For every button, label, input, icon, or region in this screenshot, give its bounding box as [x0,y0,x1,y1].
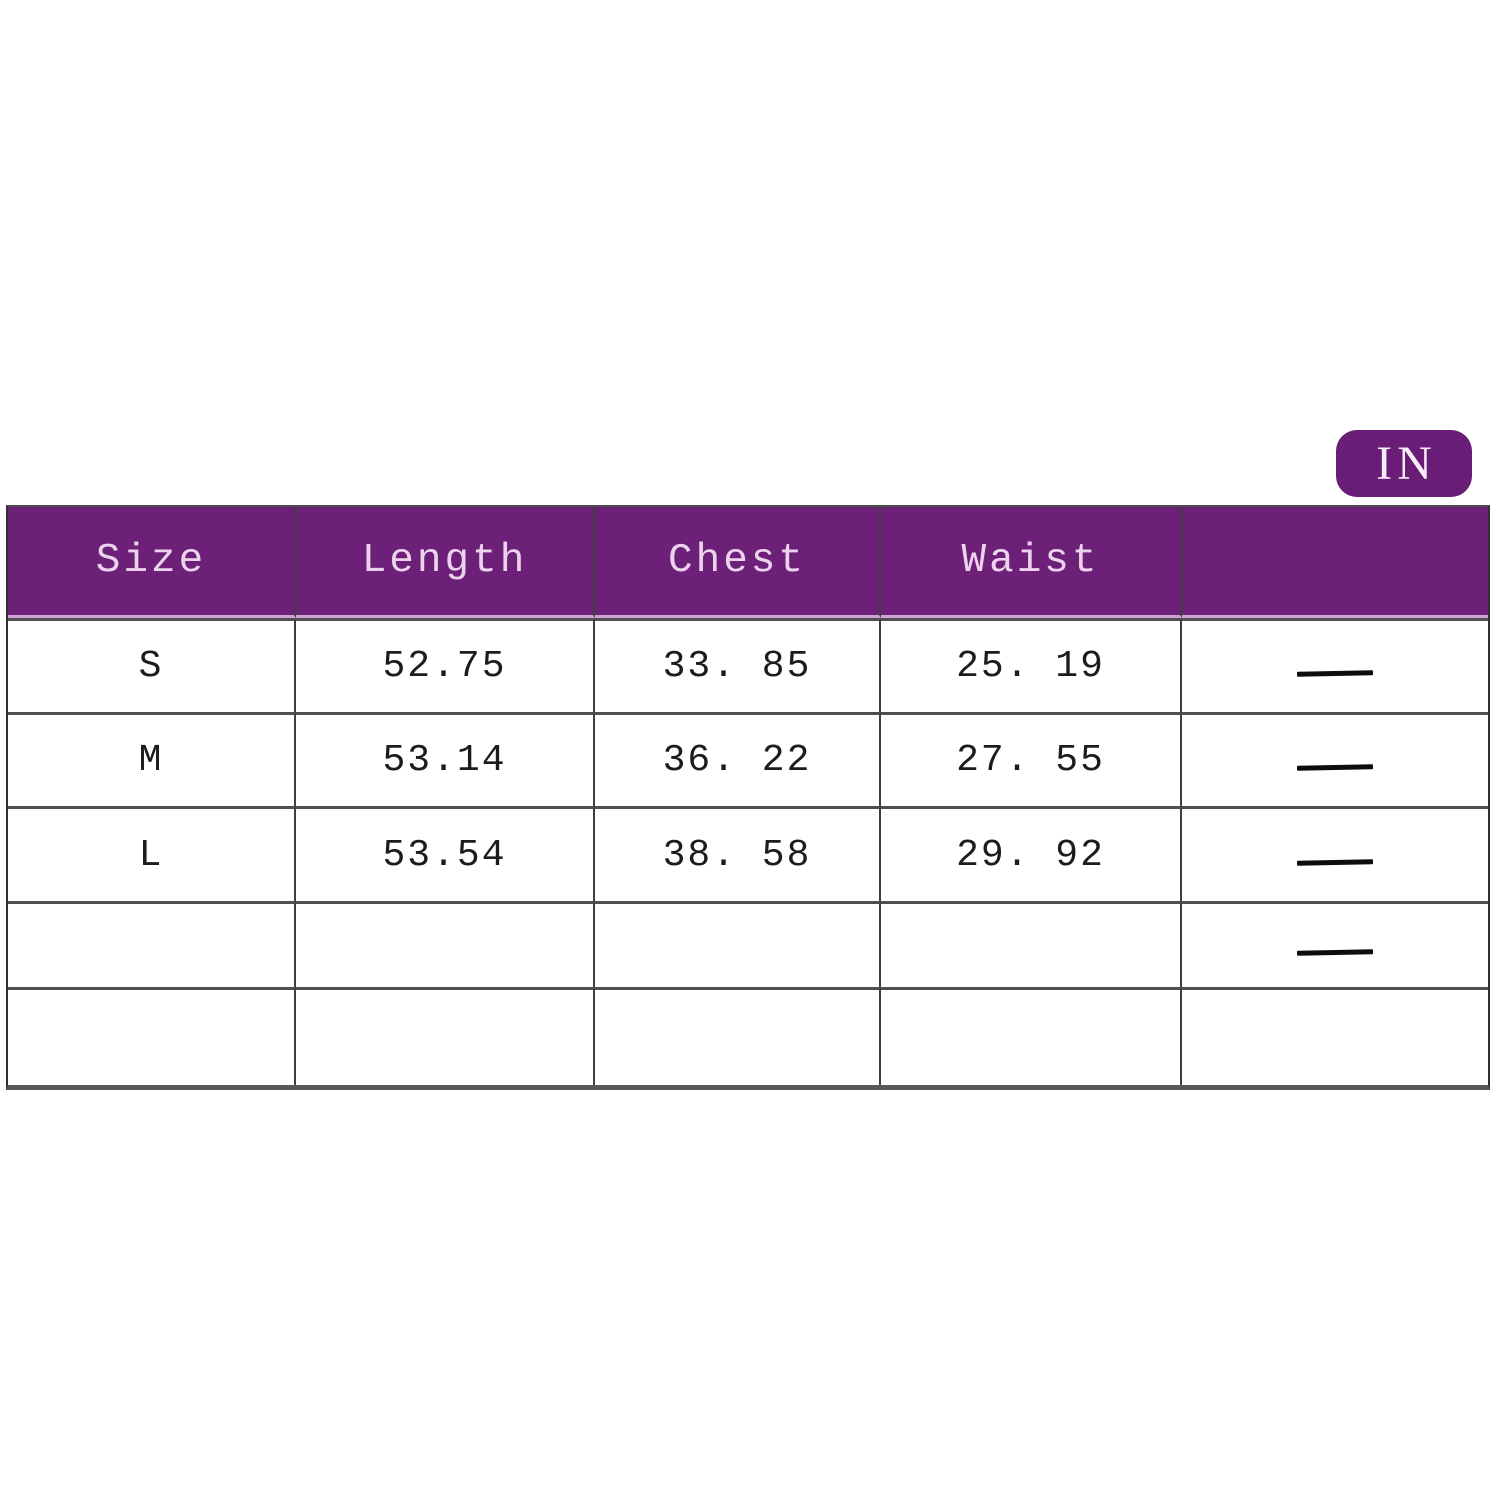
extra-cell [1182,987,1488,1085]
chest-cell [595,901,881,987]
header-length: Length [296,507,595,618]
size-cell: M [8,712,296,806]
size-chart-frame: Size Length Chest Waist S 52.75 33. 85 2… [6,505,1490,1090]
unit-badge-label: IN [1376,437,1437,490]
table-row-l: L 53.54 38. 58 29. 92 [8,806,1488,901]
table-row-empty-2 [8,987,1488,1085]
waist-cell: 27. 55 [881,712,1182,806]
extra-cell [1182,806,1488,901]
table-row-s: S 52.75 33. 85 25. 19 [8,618,1488,712]
size-cell [8,901,296,987]
length-cell: 52.75 [296,618,595,712]
size-cell [8,987,296,1085]
extra-cell [1182,618,1488,712]
waist-cell: 25. 19 [881,618,1182,712]
dash-mark [1296,670,1374,677]
header-size: Size [8,507,296,618]
chest-cell [595,987,881,1085]
waist-cell: 29. 92 [881,806,1182,901]
chest-cell: 38. 58 [595,806,881,901]
length-cell: 53.54 [296,806,595,901]
unit-badge: IN [1336,430,1472,497]
chest-cell: 36. 22 [595,712,881,806]
extra-cell [1182,901,1488,987]
header-empty [1182,507,1488,618]
waist-cell [881,987,1182,1085]
header-chest: Chest [595,507,881,618]
length-cell [296,987,595,1085]
dash-mark [1296,858,1374,866]
size-cell: S [8,618,296,712]
length-cell: 53.14 [296,712,595,806]
header-row: Size Length Chest Waist [8,507,1488,618]
table-row-m: M 53.14 36. 22 27. 55 [8,712,1488,806]
header-waist: Waist [881,507,1182,618]
size-cell: L [8,806,296,901]
size-chart-table: Size Length Chest Waist S 52.75 33. 85 2… [8,507,1488,1085]
chest-cell: 33. 85 [595,618,881,712]
dash-mark [1296,949,1374,956]
extra-cell [1182,712,1488,806]
waist-cell [881,901,1182,987]
dash-mark [1296,764,1374,771]
length-cell [296,901,595,987]
table-row-empty-1 [8,901,1488,987]
